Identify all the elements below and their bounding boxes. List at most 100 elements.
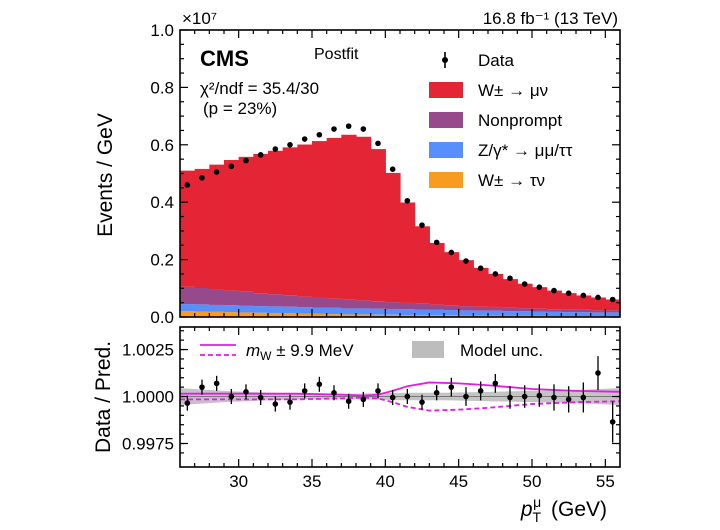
hist-bar [253, 312, 269, 317]
data-point [609, 296, 616, 303]
hist-bar [546, 290, 562, 310]
hist-bar [282, 306, 298, 314]
legend-model-unc-swatch [412, 341, 444, 358]
hist-bar [605, 310, 621, 313]
data-point [199, 175, 205, 181]
hist-bar [370, 308, 386, 315]
data-point [463, 258, 469, 264]
data-point [213, 169, 220, 175]
hist-bar [488, 306, 504, 311]
legend-label: Data [478, 51, 514, 70]
hist-bar [224, 290, 240, 306]
data-point [389, 166, 396, 172]
hist-bar [326, 314, 342, 317]
hist-bar [370, 301, 386, 309]
main-frame [179, 29, 621, 318]
hist-bar [282, 295, 298, 307]
ratio-point [404, 393, 411, 400]
ratio-y-tick-label: 0.9975 [122, 435, 174, 454]
hist-bar [356, 136, 372, 301]
hist-bar [414, 314, 430, 317]
hist-bar [561, 309, 577, 313]
ratio-point [316, 381, 323, 388]
main-legend: Data W± → μν Nonprompt Z/γ* → μμ/ττ W± → τν [429, 51, 573, 190]
ratio-point [345, 398, 352, 405]
ratio-point [507, 394, 513, 401]
hist-bar [253, 293, 269, 307]
legend-label: W± → μν [478, 81, 548, 100]
ratio-point [580, 394, 587, 401]
hist-bar [488, 273, 504, 307]
x-tick-label: 40 [376, 472, 395, 491]
hist-bar [282, 147, 298, 296]
x-tick-label: 35 [303, 472, 322, 491]
hist-bar [473, 306, 489, 311]
ratio-point [184, 400, 191, 406]
ratio-y-tick-label: 1.0000 [122, 388, 174, 407]
hist-bar [502, 279, 518, 308]
hist-bar [561, 293, 577, 310]
stacked-histogram [180, 134, 621, 317]
data-point [595, 294, 601, 301]
ratio-y-tick-label: 1.0025 [122, 341, 174, 360]
hist-bar [414, 226, 430, 304]
hist-bar [297, 296, 313, 308]
hist-bar [297, 144, 313, 297]
hist-bar [532, 311, 548, 316]
ratio-point [243, 389, 249, 395]
hist-bar [517, 311, 533, 316]
hist-bar [517, 308, 533, 312]
y-multiplier: ×10⁷ [182, 9, 217, 28]
ratio-point [213, 380, 220, 387]
data-point [272, 146, 279, 152]
hist-bar [326, 307, 342, 315]
hist-bar [238, 305, 254, 313]
hist-bar [224, 305, 240, 313]
legend-label: Z/γ* → μμ/ττ [478, 141, 573, 160]
data-point [419, 222, 425, 228]
hist-bar [238, 291, 254, 306]
ratio-point [389, 394, 396, 401]
data-point [521, 281, 528, 287]
legend-swatch [429, 142, 463, 158]
x-tick-label: 50 [523, 472, 542, 491]
hist-bar [590, 310, 606, 313]
hist-bar [238, 312, 254, 317]
hist-bar [194, 168, 210, 289]
data-points [184, 123, 616, 303]
legend-data-marker [442, 57, 448, 63]
ratio-point [331, 389, 337, 396]
hist-bar [282, 313, 298, 317]
hist-bar [268, 150, 284, 295]
hist-bar [444, 315, 460, 317]
hist-bar [576, 309, 592, 313]
ratio-point [257, 394, 264, 401]
hist-bar [209, 164, 225, 290]
hist-bar [356, 314, 372, 317]
hist-bar [312, 307, 328, 314]
ratio-point [228, 393, 235, 400]
ratio-point [477, 388, 484, 394]
hist-bar [385, 172, 401, 303]
ratio-point [609, 419, 616, 425]
p-value-label: (p = 23%) [203, 99, 277, 118]
ratio-point [375, 388, 381, 394]
ratio-point [199, 384, 205, 390]
hist-bar [312, 141, 328, 298]
hist-bar [209, 311, 225, 317]
hist-bar [180, 304, 196, 312]
ratio-point [551, 394, 557, 401]
ratio-point [448, 384, 455, 390]
hist-bar [209, 304, 225, 312]
main-axis-ticks: 0.0 0.2 0.4 0.6 0.8 1.0 [150, 21, 620, 327]
hist-bar [473, 267, 489, 307]
y-tick-label: 0.8 [150, 78, 174, 97]
hist-bar [605, 299, 621, 311]
hist-bar [429, 242, 445, 305]
ratio-point [536, 392, 543, 399]
legend-label: W± → τν [478, 171, 545, 190]
y-tick-label: 1.0 [150, 21, 174, 40]
data-point [551, 287, 557, 294]
hist-bar [341, 308, 357, 315]
